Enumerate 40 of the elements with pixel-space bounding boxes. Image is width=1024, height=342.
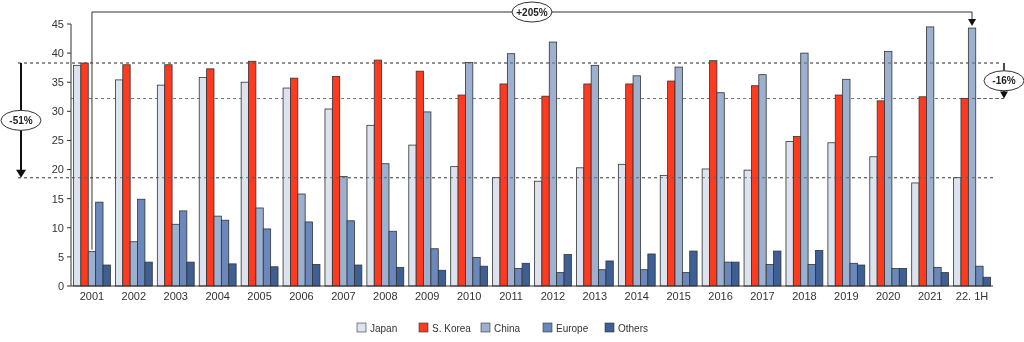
y-tick-label: 45 xyxy=(51,17,64,30)
y-tick-label: 0 xyxy=(57,279,64,292)
x-tick-label: 2021 xyxy=(917,290,943,302)
text: -51% xyxy=(9,114,33,126)
annotation: -16% xyxy=(992,75,1016,87)
x-tick-label: 2008 xyxy=(373,290,398,302)
y-tick-label: 5 xyxy=(57,250,64,263)
x-tick-label: 2018 xyxy=(792,290,817,302)
x-tick-label: 2014 xyxy=(624,290,650,302)
y-tick-label: 40 xyxy=(51,46,64,59)
x-tick-label: 2009 xyxy=(414,290,440,302)
y-tick-label: 25 xyxy=(51,134,64,147)
y-tick-label: 10 xyxy=(51,221,64,234)
x-tick-label: 2003 xyxy=(163,290,189,302)
x-tick-label: 2007 xyxy=(331,290,356,302)
x-tick-label: 2005 xyxy=(247,290,272,302)
legend-label: China xyxy=(494,322,521,334)
x-tick-label: 2013 xyxy=(582,290,608,302)
y-tick-label: 30 xyxy=(51,105,64,118)
y-tick-label: 35 xyxy=(51,76,64,89)
text: +205% xyxy=(516,6,548,18)
x-tick-label: 2019 xyxy=(834,290,859,302)
x-tick-label: 2017 xyxy=(750,290,775,302)
x-tick-label: 2012 xyxy=(540,290,566,302)
x-tick-label: 2015 xyxy=(666,290,691,302)
x-tick-label: 2010 xyxy=(456,290,482,302)
x-tick-label: 2004 xyxy=(205,290,230,302)
x-tick-label: 2006 xyxy=(289,290,314,302)
x-tick-label: 2020 xyxy=(875,290,901,302)
y-tick-label: 20 xyxy=(51,163,64,176)
legend-label: S. Korea xyxy=(432,322,472,334)
x-tick-label: 2001 xyxy=(79,290,105,302)
legend-label: Europe xyxy=(556,322,589,334)
x-tick-label: 2002 xyxy=(121,290,147,302)
x-tick-label: 22. 1H xyxy=(955,290,989,302)
x-tick-label: 2016 xyxy=(708,290,733,302)
x-tick-label: 2011 xyxy=(499,290,523,302)
legend-label: Japan xyxy=(370,322,398,334)
legend-label: Others xyxy=(618,322,649,334)
y-tick-label: 15 xyxy=(51,192,64,205)
